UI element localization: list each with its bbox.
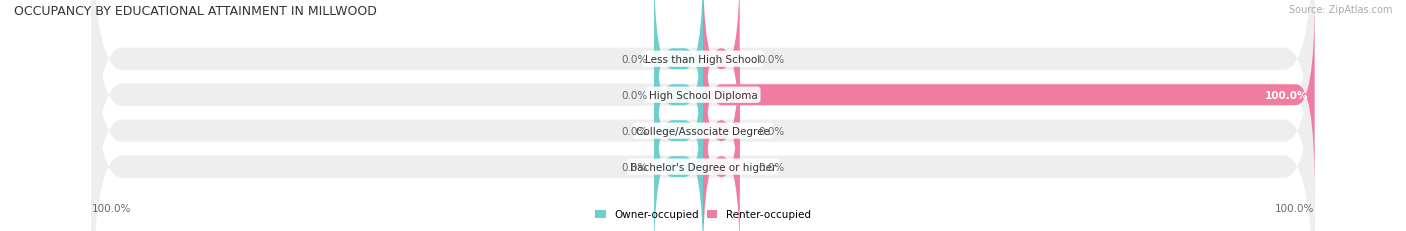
Text: Bachelor's Degree or higher: Bachelor's Degree or higher <box>630 162 776 172</box>
Text: 0.0%: 0.0% <box>758 162 785 172</box>
Text: College/Associate Degree: College/Associate Degree <box>636 126 770 136</box>
FancyBboxPatch shape <box>654 0 703 192</box>
FancyBboxPatch shape <box>91 0 1315 231</box>
FancyBboxPatch shape <box>654 34 703 228</box>
Text: Less than High School: Less than High School <box>645 55 761 64</box>
Text: 0.0%: 0.0% <box>621 126 648 136</box>
Text: OCCUPANCY BY EDUCATIONAL ATTAINMENT IN MILLWOOD: OCCUPANCY BY EDUCATIONAL ATTAINMENT IN M… <box>14 5 377 18</box>
Text: 100.0%: 100.0% <box>1265 90 1309 100</box>
FancyBboxPatch shape <box>703 0 1315 192</box>
Text: 0.0%: 0.0% <box>758 126 785 136</box>
Text: 0.0%: 0.0% <box>758 55 785 64</box>
FancyBboxPatch shape <box>654 70 703 231</box>
FancyBboxPatch shape <box>91 0 1315 231</box>
Text: 100.0%: 100.0% <box>91 203 131 213</box>
Text: Source: ZipAtlas.com: Source: ZipAtlas.com <box>1288 5 1392 15</box>
FancyBboxPatch shape <box>91 0 1315 227</box>
Text: High School Diploma: High School Diploma <box>648 90 758 100</box>
Legend: Owner-occupied, Renter-occupied: Owner-occupied, Renter-occupied <box>591 205 815 224</box>
FancyBboxPatch shape <box>654 0 703 157</box>
FancyBboxPatch shape <box>703 34 740 228</box>
Text: 0.0%: 0.0% <box>621 55 648 64</box>
FancyBboxPatch shape <box>703 70 740 231</box>
Text: 0.0%: 0.0% <box>621 90 648 100</box>
FancyBboxPatch shape <box>703 0 740 157</box>
Text: 0.0%: 0.0% <box>621 162 648 172</box>
Text: 100.0%: 100.0% <box>1275 203 1315 213</box>
FancyBboxPatch shape <box>91 0 1315 231</box>
